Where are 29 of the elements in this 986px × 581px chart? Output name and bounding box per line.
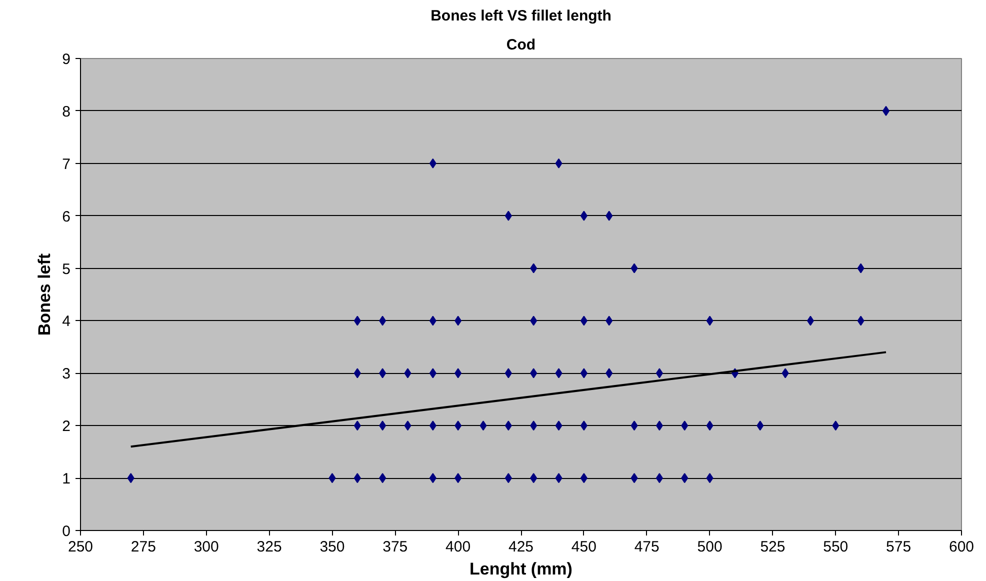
x-tick-label: 400 xyxy=(446,538,471,556)
y-tick-label: 9 xyxy=(62,51,70,68)
y-tick-label: 2 xyxy=(62,418,70,436)
x-tick-label: 425 xyxy=(508,538,534,556)
y-tick-label: 4 xyxy=(62,313,70,330)
x-tick-label: 350 xyxy=(320,538,345,556)
x-tick-label: 500 xyxy=(697,538,722,556)
y-tick-label: 7 xyxy=(62,156,70,173)
x-tick-label: 550 xyxy=(823,538,848,556)
chart-subtitle: Cod xyxy=(506,36,536,54)
y-tick-label: 0 xyxy=(62,523,70,540)
x-tick-label: 375 xyxy=(382,538,408,556)
y-tick-label: 3 xyxy=(62,366,70,383)
x-tick-label: 250 xyxy=(68,538,94,556)
y-axis-title: Bones left xyxy=(35,253,54,336)
x-tick-label: 525 xyxy=(760,538,786,556)
x-tick-label: 450 xyxy=(571,538,596,556)
x-tick-label: 325 xyxy=(256,538,282,556)
y-tick-label: 8 xyxy=(62,103,70,120)
x-axis-title: Lenght (mm) xyxy=(470,560,572,578)
x-tick-label: 300 xyxy=(194,538,219,556)
x-tick-label: 600 xyxy=(948,538,974,556)
chart-title: Bones left VS fillet length xyxy=(430,8,612,24)
y-tick-label: 1 xyxy=(62,470,70,488)
y-tick-label: 6 xyxy=(62,208,70,226)
x-tick-label: 475 xyxy=(634,538,660,556)
y-tick-label: 5 xyxy=(62,260,70,278)
x-tick-label: 575 xyxy=(886,538,912,556)
x-tick-label: 275 xyxy=(130,538,156,556)
